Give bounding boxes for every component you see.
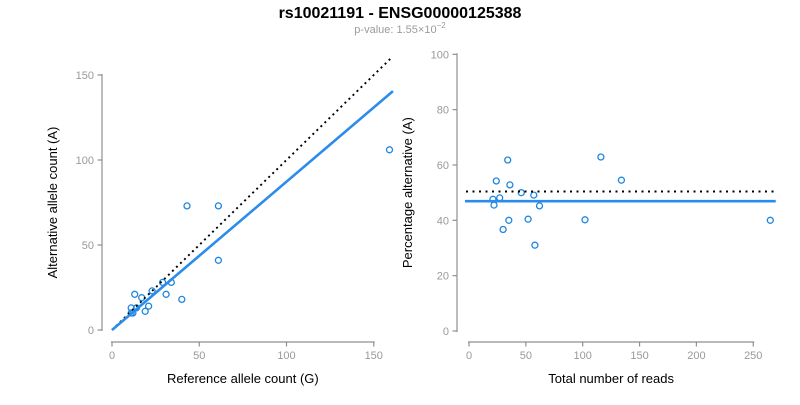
data-point (504, 156, 512, 164)
pvalue-exponent: −2 (437, 21, 447, 30)
data-point (581, 216, 589, 224)
data-point (162, 290, 170, 298)
identity-dotted-line (111, 57, 392, 331)
data-point (531, 241, 539, 249)
data-point (141, 307, 149, 315)
x-tick-label: 200 (687, 350, 705, 362)
data-point (505, 216, 513, 224)
data-point (517, 189, 525, 197)
y-tick-label: 20 (437, 271, 449, 283)
y-tick-label: 100 (76, 155, 94, 167)
regression-line (111, 90, 394, 331)
data-point (178, 295, 186, 304)
pvalue-text: p-value: 1.55×10 (354, 24, 436, 36)
x-axis-title: Reference allele count (G) (167, 371, 319, 386)
x-tick-label: 100 (277, 350, 295, 362)
y-tick-label: 60 (437, 160, 449, 172)
x-tick-label: 150 (365, 350, 383, 362)
y-tick-label: 0 (88, 325, 94, 337)
x-tick-label: 50 (520, 350, 532, 362)
data-point (535, 202, 544, 210)
data-point (214, 202, 223, 210)
data-point (131, 290, 139, 298)
x-tick-label: 50 (193, 350, 205, 362)
left-panel: 0 50 100 150 Reference allele count (G) 0 50 10… (45, 57, 394, 386)
x-tick-label: 0 (109, 350, 115, 362)
x-tick-label: 0 (466, 350, 472, 362)
data-point (144, 302, 153, 310)
y-axis-title: Percentage alternative (A) (400, 117, 415, 268)
y-tick-label: 50 (82, 240, 94, 252)
y-tick-label: 0 (443, 326, 449, 338)
data-point (530, 191, 538, 199)
right-panel: 0 50 100 150 200 250 Total number of reads 0 20 4… (400, 49, 776, 386)
data-point (506, 181, 514, 189)
page-subtitle: p-value: 1.55×10−2 (354, 21, 446, 36)
y-tick-label: 150 (76, 70, 94, 82)
data-point (524, 215, 532, 223)
data-point (148, 287, 156, 295)
x-tick-label: 100 (574, 350, 592, 362)
x-tick-label: 250 (744, 350, 762, 362)
x-axis-title: Total number of reads (548, 371, 674, 386)
data-point (492, 177, 500, 185)
data-point (385, 146, 394, 154)
data-point (617, 176, 626, 184)
data-point (499, 225, 507, 234)
page-title: rs10021191 - ENSG00000125388 (279, 5, 522, 22)
y-tick-label: 40 (437, 215, 449, 227)
y-tick-label: 100 (431, 49, 449, 61)
y-tick-label: 80 (437, 105, 449, 117)
data-point (214, 256, 223, 264)
data-point (183, 202, 191, 210)
x-tick-label: 150 (630, 350, 648, 362)
data-point (766, 216, 774, 224)
y-axis-title: Alternative allele count (A) (45, 127, 60, 279)
data-point (597, 153, 605, 161)
